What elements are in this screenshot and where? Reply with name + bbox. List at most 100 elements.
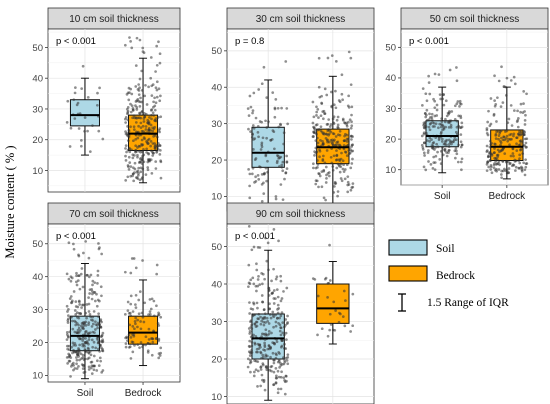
data-point — [256, 385, 259, 388]
data-point — [148, 298, 152, 301]
data-point — [351, 324, 355, 328]
data-point — [493, 142, 496, 146]
data-point — [280, 311, 284, 314]
data-point — [265, 96, 269, 99]
data-point — [142, 136, 146, 139]
data-point — [129, 314, 133, 318]
data-point — [431, 166, 435, 170]
data-point — [132, 139, 135, 143]
data-point — [425, 108, 429, 112]
data-point — [316, 163, 320, 166]
data-point — [331, 168, 335, 172]
data-point — [322, 168, 326, 172]
data-point — [435, 108, 439, 112]
data-point — [516, 125, 520, 129]
data-point — [281, 169, 285, 173]
data-point — [150, 353, 154, 357]
data-point — [249, 319, 253, 323]
data-point — [84, 311, 88, 315]
data-point — [328, 125, 332, 128]
data-point — [130, 92, 134, 96]
data-point — [146, 160, 150, 164]
data-point — [96, 274, 100, 277]
data-point — [284, 374, 288, 378]
data-point — [283, 380, 287, 384]
data-point — [137, 312, 141, 316]
data-point — [266, 170, 269, 174]
data-point — [501, 147, 505, 151]
y-tick-label: 40 — [32, 272, 43, 283]
data-point — [447, 145, 451, 149]
data-point — [317, 116, 320, 119]
data-point — [351, 135, 354, 138]
data-point — [515, 142, 518, 146]
data-point — [337, 320, 341, 324]
data-point — [128, 146, 131, 150]
data-point — [347, 94, 351, 98]
data-point — [90, 366, 93, 370]
data-point — [148, 310, 152, 313]
y-tick-label: 40 — [211, 279, 222, 290]
data-point — [350, 162, 354, 165]
data-point — [285, 161, 289, 164]
data-point — [101, 340, 104, 344]
data-point — [88, 312, 92, 316]
data-point — [124, 144, 128, 148]
data-point — [281, 198, 285, 202]
data-point — [136, 177, 140, 181]
data-point — [73, 330, 77, 334]
data-point — [158, 52, 162, 56]
data-point — [493, 147, 496, 150]
data-point — [278, 156, 282, 160]
data-point — [123, 43, 127, 47]
data-point — [489, 168, 493, 171]
p-value-label: p < 0.001 — [235, 231, 275, 242]
data-point — [131, 350, 135, 354]
data-point — [341, 98, 344, 102]
data-point — [131, 153, 135, 157]
data-point — [100, 346, 103, 350]
data-point — [434, 145, 438, 149]
data-point — [141, 343, 145, 347]
data-point — [127, 98, 131, 102]
data-point — [278, 329, 282, 333]
data-point — [326, 122, 330, 126]
data-point — [78, 351, 81, 354]
data-point — [152, 105, 155, 109]
box-soil — [65, 240, 105, 380]
data-point — [96, 326, 99, 330]
data-point — [139, 126, 143, 129]
data-point — [447, 142, 451, 146]
data-point — [349, 126, 353, 130]
data-point — [86, 273, 89, 277]
data-point — [438, 122, 442, 126]
data-point — [513, 82, 517, 86]
data-point — [81, 353, 85, 357]
data-point — [88, 292, 91, 295]
data-point — [126, 133, 129, 137]
data-point — [425, 113, 428, 117]
data-point — [147, 338, 151, 341]
data-point — [256, 306, 259, 310]
data-point — [498, 163, 501, 167]
panel-1: 10 cm soil thickness 10 20 30 40 50 p < 0.001 — [32, 7, 181, 193]
data-point — [448, 68, 452, 72]
data-point — [254, 157, 258, 160]
data-point — [281, 160, 285, 164]
data-point — [126, 339, 129, 342]
data-point — [247, 114, 251, 117]
data-point — [250, 327, 254, 330]
data-point — [159, 115, 163, 119]
data-point — [65, 121, 69, 124]
data-point — [282, 362, 286, 366]
data-point — [337, 163, 341, 166]
data-point — [421, 87, 425, 90]
data-point — [248, 339, 252, 343]
data-point — [345, 124, 349, 128]
data-point — [282, 346, 286, 350]
data-point — [275, 288, 279, 291]
data-point — [523, 118, 527, 122]
data-point — [504, 94, 508, 97]
panel-title: 50 cm soil thickness — [430, 14, 519, 25]
data-point — [128, 36, 131, 39]
